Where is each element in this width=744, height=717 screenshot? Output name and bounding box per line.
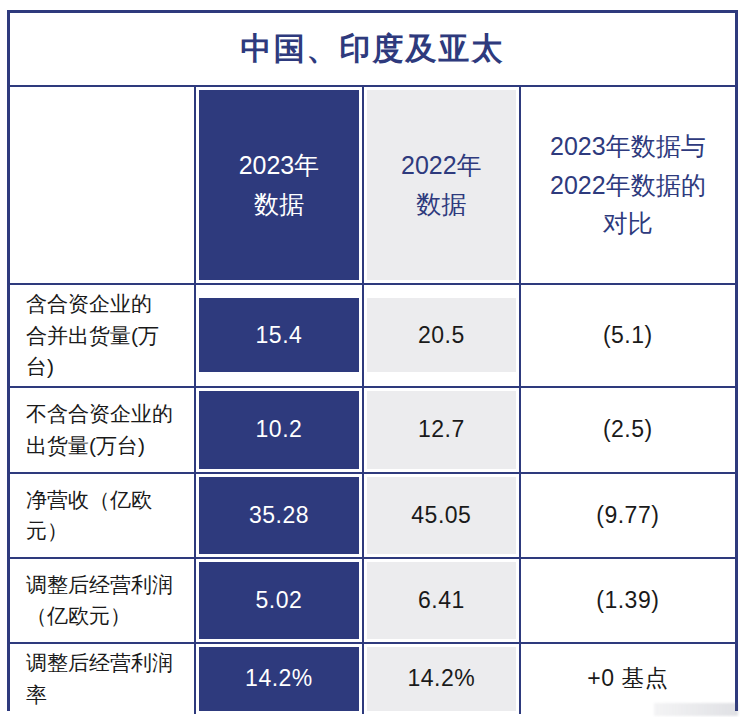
header-2023-line2: 数据 <box>254 185 304 224</box>
row5-2022-value: 14.2% <box>367 647 516 711</box>
row4-diff-cell: (1.39) <box>520 558 735 643</box>
row5-label: 调整后经营利润率 <box>13 647 191 711</box>
row1-2023-value: 15.4 <box>199 298 359 372</box>
row2-label-cell: 不含合资企业的 出货量(万台) <box>10 387 195 473</box>
row1-diff-cell: (5.1) <box>520 284 735 387</box>
row2-label-line2: 出货量(万台) <box>26 430 145 462</box>
row3-label-cell: 净营收（亿欧元） <box>10 473 195 558</box>
row3-diff-value: (9.77) <box>524 477 732 554</box>
table-row-adjusted-operating-margin: 调整后经营利润率 14.2% 14.2% +0 基点 <box>10 643 735 714</box>
row3-2022-cell: 45.05 <box>363 473 520 558</box>
header-2022-fill: 2022年 数据 <box>367 90 516 280</box>
header-2023-fill: 2023年 数据 <box>199 90 359 280</box>
row1-label-cell: 含合资企业的 合并出货量(万台) <box>10 284 195 387</box>
header-blank-fill <box>13 90 191 280</box>
row2-diff-cell: (2.5) <box>520 387 735 473</box>
row2-diff-value: (2.5) <box>524 391 732 469</box>
row2-2023-cell: 10.2 <box>195 387 363 473</box>
row4-2023-value: 5.02 <box>199 562 359 639</box>
row4-diff-value: (1.39) <box>524 562 732 639</box>
header-blank-cell <box>10 87 195 284</box>
row1-label: 含合资企业的 合并出货量(万台) <box>13 288 191 383</box>
header-2022-line1: 2022年 <box>401 146 482 185</box>
header-2022-cell: 2022年 数据 <box>363 87 520 284</box>
row4-label: 调整后经营利润 （亿欧元） <box>13 562 191 639</box>
row4-label-line2: （亿欧元） <box>26 600 131 632</box>
row1-2022-cell: 20.5 <box>363 284 520 387</box>
header-row: 2023年 数据 2022年 数据 2023年数据与 2022年数据的 对比 <box>10 87 735 284</box>
row3-label: 净营收（亿欧元） <box>13 477 191 554</box>
row2-2023-value: 10.2 <box>199 391 359 469</box>
table-row-shipments-incl-jv: 含合资企业的 合并出货量(万台) 15.4 20.5 (5.1) <box>10 284 735 387</box>
row5-2023-value: 14.2% <box>199 647 359 711</box>
row3-diff-cell: (9.77) <box>520 473 735 558</box>
row2-2022-value: 12.7 <box>367 391 516 469</box>
row2-2022-cell: 12.7 <box>363 387 520 473</box>
row4-2023-cell: 5.02 <box>195 558 363 643</box>
row2-label-line1: 不含合资企业的 <box>26 398 173 430</box>
row5-diff-value: +0 基点 <box>524 647 732 711</box>
header-2023-line1: 2023年 <box>239 146 320 185</box>
row1-2023-cell: 15.4 <box>195 284 363 387</box>
row3-2023-value: 35.28 <box>199 477 359 554</box>
row1-label-line2: 合并出货量(万台) <box>26 320 187 383</box>
row3-2023-cell: 35.28 <box>195 473 363 558</box>
row4-label-line1: 调整后经营利润 <box>26 569 173 601</box>
row5-2022-cell: 14.2% <box>363 643 520 714</box>
table-row-adjusted-operating-profit: 调整后经营利润 （亿欧元） 5.02 6.41 (1.39) <box>10 558 735 643</box>
header-diff-line2: 2022年数据的 <box>550 166 706 205</box>
row5-2023-cell: 14.2% <box>195 643 363 714</box>
row5-diff-cell: +0 基点 <box>520 643 735 714</box>
header-diff-line1: 2023年数据与 <box>550 127 706 166</box>
table-row-shipments-excl-jv: 不含合资企业的 出货量(万台) 10.2 12.7 (2.5) <box>10 387 735 473</box>
row4-label-cell: 调整后经营利润 （亿欧元） <box>10 558 195 643</box>
screenshot-stage: 中国、印度及亚太 2023年 数据 <box>0 0 744 717</box>
region-report-card: 中国、印度及亚太 2023年 数据 <box>7 10 738 711</box>
row2-label: 不含合资企业的 出货量(万台) <box>13 391 191 469</box>
header-2023-cell: 2023年 数据 <box>195 87 363 284</box>
row5-label-cell: 调整后经营利润率 <box>10 643 195 714</box>
row3-2022-value: 45.05 <box>367 477 516 554</box>
row1-2022-value: 20.5 <box>367 298 516 372</box>
page-title: 中国、印度及亚太 <box>10 13 735 87</box>
data-table: 2023年 数据 2022年 数据 2023年数据与 2022年数据的 对比 <box>10 87 735 714</box>
row1-diff-value: (5.1) <box>524 298 732 372</box>
header-2022-line2: 数据 <box>416 185 466 224</box>
row3-label-line1: 净营收（亿欧元） <box>26 484 187 547</box>
row4-2022-cell: 6.41 <box>363 558 520 643</box>
header-diff-cell: 2023年数据与 2022年数据的 对比 <box>520 87 735 284</box>
header-diff-line3: 对比 <box>603 204 653 243</box>
row1-label-line1: 含合资企业的 <box>26 288 152 320</box>
row5-label-line1: 调整后经营利润率 <box>26 647 187 710</box>
row4-2022-value: 6.41 <box>367 562 516 639</box>
header-diff-fill: 2023年数据与 2022年数据的 对比 <box>524 90 732 280</box>
table-row-net-revenue: 净营收（亿欧元） 35.28 45.05 (9.77) <box>10 473 735 558</box>
